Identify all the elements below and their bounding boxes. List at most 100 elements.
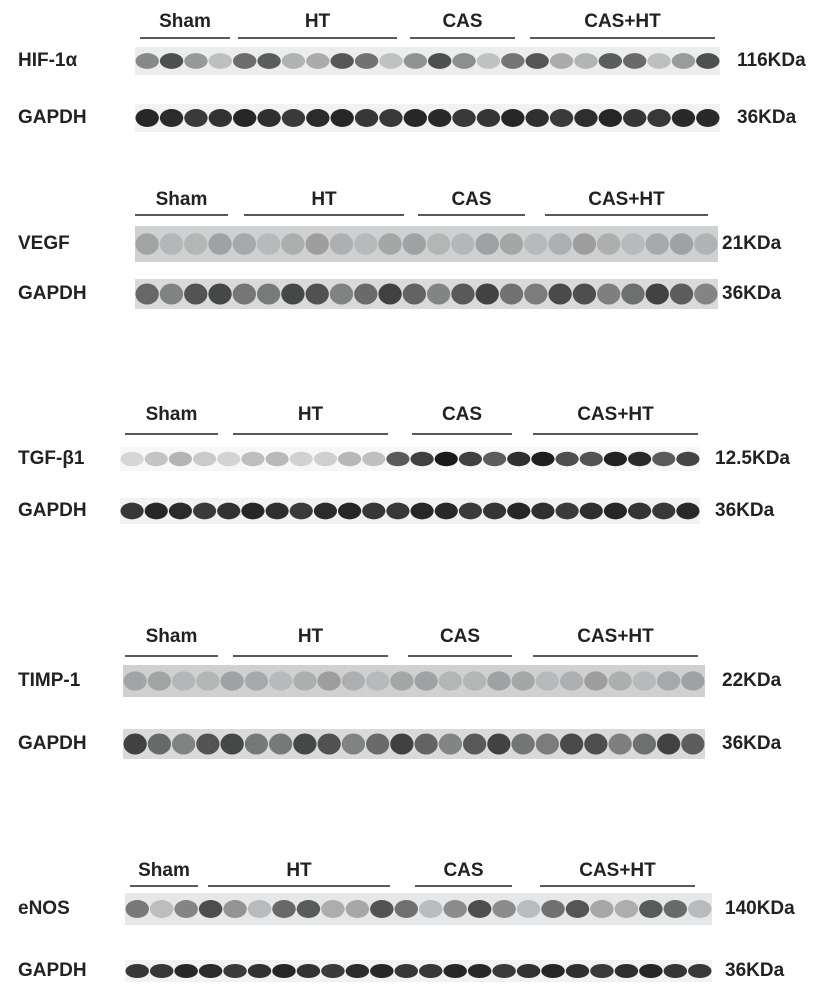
band <box>193 503 216 520</box>
band <box>346 964 369 978</box>
band <box>688 964 711 978</box>
band <box>696 53 719 69</box>
band <box>604 503 627 520</box>
band <box>501 109 524 127</box>
band <box>265 503 288 520</box>
band <box>550 109 573 127</box>
band <box>615 964 638 978</box>
band <box>566 964 589 978</box>
blot-panel: ShamHTCASCAS+HTHIF-1α116KDaGAPDH36KDa <box>18 11 806 132</box>
band <box>120 503 143 520</box>
band <box>172 671 195 690</box>
band <box>379 53 402 69</box>
band <box>414 671 437 690</box>
band <box>233 284 256 305</box>
band <box>233 53 256 69</box>
band <box>208 233 231 255</box>
band <box>439 734 462 755</box>
band <box>524 233 547 255</box>
band <box>536 734 559 755</box>
size-label: 36KDa <box>737 107 797 128</box>
band <box>584 734 607 755</box>
band <box>681 671 704 690</box>
band <box>395 964 418 978</box>
band <box>652 452 675 466</box>
band <box>477 109 500 127</box>
size-label: 22KDa <box>722 670 782 691</box>
band <box>694 284 717 305</box>
band <box>500 284 523 305</box>
band <box>395 900 418 918</box>
band <box>245 671 268 690</box>
band <box>574 53 597 69</box>
band <box>125 964 148 978</box>
protein-label: GAPDH <box>18 283 87 304</box>
protein-label: TGF-β1 <box>18 448 85 469</box>
band <box>574 109 597 127</box>
band <box>290 503 313 520</box>
group-label: HT <box>311 189 337 210</box>
band <box>148 671 171 690</box>
band <box>355 109 378 127</box>
size-label: 21KDa <box>722 233 782 254</box>
band <box>241 503 264 520</box>
band <box>174 964 197 978</box>
band <box>536 671 559 690</box>
band <box>604 452 627 466</box>
band <box>257 284 280 305</box>
band <box>517 964 540 978</box>
band <box>209 53 232 69</box>
band <box>657 671 680 690</box>
band <box>670 284 693 305</box>
band <box>135 233 158 255</box>
band <box>410 503 433 520</box>
band <box>511 671 534 690</box>
band <box>208 284 231 305</box>
band <box>657 734 680 755</box>
group-label: Sham <box>156 189 208 210</box>
band <box>248 964 271 978</box>
band <box>269 734 292 755</box>
band <box>639 964 662 978</box>
group-label: CAS+HT <box>584 11 661 32</box>
band <box>223 900 246 918</box>
band <box>297 900 320 918</box>
band <box>184 53 207 69</box>
band <box>257 53 280 69</box>
band <box>233 109 256 127</box>
band <box>560 671 583 690</box>
band <box>169 452 192 466</box>
band <box>321 964 344 978</box>
band <box>306 284 329 305</box>
band <box>160 233 183 255</box>
band <box>566 900 589 918</box>
band <box>410 452 433 466</box>
band <box>647 53 670 69</box>
band <box>647 109 670 127</box>
protein-label: TIMP-1 <box>18 670 81 691</box>
band <box>342 671 365 690</box>
band <box>248 900 271 918</box>
band <box>160 284 183 305</box>
band <box>463 734 486 755</box>
group-label: Sham <box>159 11 211 32</box>
protein-label: GAPDH <box>18 960 87 981</box>
band <box>379 109 402 127</box>
band <box>694 233 717 255</box>
size-label: 12.5KDa <box>715 448 790 469</box>
group-label: CAS+HT <box>579 860 656 881</box>
band <box>664 964 687 978</box>
band <box>646 233 669 255</box>
band <box>370 900 393 918</box>
band <box>338 503 361 520</box>
band <box>209 109 232 127</box>
band <box>217 452 240 466</box>
protein-label: HIF-1α <box>18 50 78 71</box>
band <box>443 900 466 918</box>
band <box>468 900 491 918</box>
band <box>120 452 143 466</box>
band <box>452 53 475 69</box>
band <box>184 284 207 305</box>
protein-label: eNOS <box>18 898 70 919</box>
band <box>317 734 340 755</box>
